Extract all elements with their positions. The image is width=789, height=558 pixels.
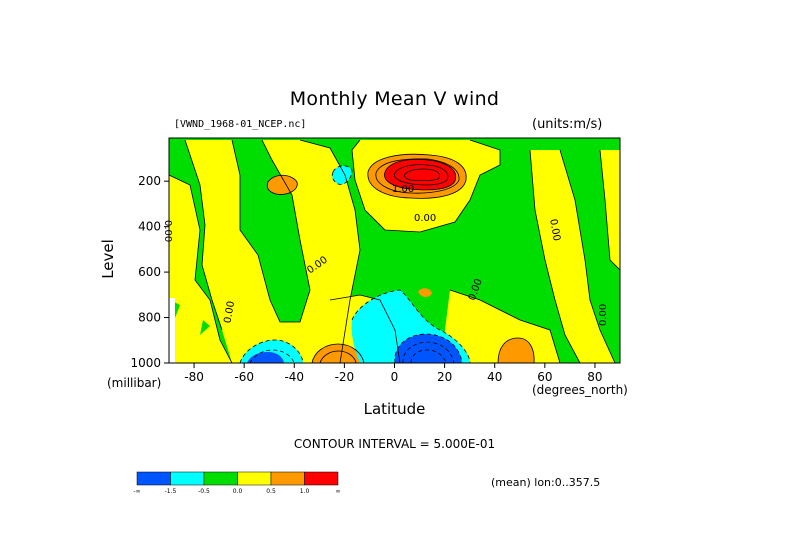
x-tick-label: -40 [284, 370, 304, 384]
region-yellow-right [530, 150, 615, 363]
colorbar-swatch [270, 471, 305, 486]
region-cyan-top [332, 165, 352, 185]
x-tick-label: -20 [335, 370, 355, 384]
x-tick-label: 80 [587, 370, 602, 384]
region-orange-upper-left [267, 175, 298, 195]
region-orange-mid [418, 288, 432, 297]
region-blue-center [394, 334, 462, 363]
colorbar-swatch [136, 471, 171, 486]
x-tick-label: -80 [184, 370, 204, 384]
units-label: (units:m/s) [532, 117, 603, 132]
contour-label-zero: 0.00 [162, 220, 173, 242]
region-yellow-rightedge [600, 150, 620, 270]
colorbar-label: ∞ [336, 488, 341, 495]
y-axis-label: Level [98, 239, 117, 279]
x-axis-label: Latitude [363, 400, 426, 418]
region-orange-bottom-left [312, 344, 364, 363]
contour-label-one: 1.00 [392, 184, 414, 195]
x-tick-label: 20 [437, 370, 452, 384]
region-orange-bottom-right [498, 338, 535, 363]
y-axis: 1000 800 600 400 200 [130, 174, 169, 370]
x-tick-label: 0 [391, 370, 399, 384]
contour-label-zero: 0.00 [598, 304, 609, 326]
y-tick-label: 1000 [130, 356, 161, 370]
colorbar-swatch [237, 471, 272, 486]
dataset-name: [VWND_1968-01_NCEP.nc] [174, 119, 307, 130]
x-axis: -80 -60 -40 -20 0 20 40 60 80 [184, 363, 603, 384]
colorbar-label: -1.5 [165, 488, 177, 495]
x-axis-units: (degrees_north) [532, 383, 628, 397]
y-axis-units: (millibar) [107, 376, 162, 390]
region-yellow-leftcenter [185, 140, 360, 363]
y-tick-label: 600 [138, 265, 161, 279]
colorbar-label: -∞ [133, 488, 140, 495]
y-tick-label: 200 [138, 174, 161, 188]
x-tick-label: 40 [487, 370, 502, 384]
contour-label-zero: 0.00 [222, 300, 237, 324]
colorbar-label: 1.0 [300, 488, 310, 495]
colorbar: -∞ -1.5 -0.5 0.0 0.5 1.0 ∞ [133, 471, 341, 495]
colorbar-label: 0.5 [266, 488, 276, 495]
contour-label-zero: 0.00 [414, 213, 436, 224]
region-yellow-left [169, 175, 232, 363]
region-blue-left [247, 352, 284, 363]
y-tick-label: 800 [138, 311, 161, 325]
y-tick-label: 400 [138, 220, 161, 234]
x-tick-label: -60 [234, 370, 254, 384]
chart-title: Monthly Mean V wind [289, 88, 500, 110]
x-tick-label: 60 [537, 370, 552, 384]
colorbar-swatch [203, 471, 238, 486]
contour-interval: CONTOUR INTERVAL = 5.000E-01 [293, 437, 496, 451]
colorbar-swatch [304, 471, 339, 486]
contour-lines [169, 139, 620, 363]
region-missing [169, 298, 175, 363]
contour-label-zero: 0.00 [547, 218, 562, 242]
mean-longitude-note: (mean) lon:0..357.5 [491, 476, 601, 489]
colorbar-label: 0.0 [233, 488, 243, 495]
contour-labels: 0.00 0.00 0.00 0.00 0.00 0.00 0.00 1.00 [162, 184, 609, 326]
colorbar-label: -0.5 [198, 488, 210, 495]
colorbar-swatch [170, 471, 205, 486]
